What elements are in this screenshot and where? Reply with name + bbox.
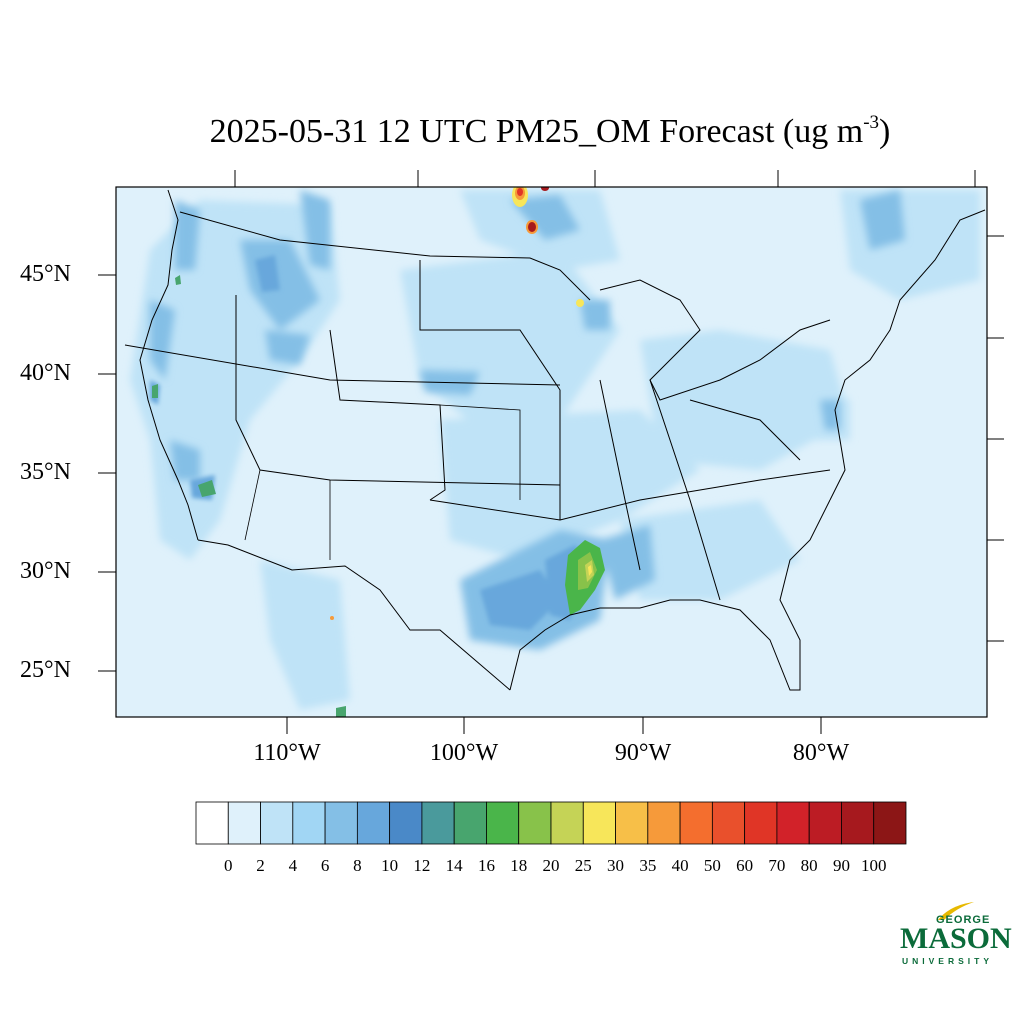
colorbar-tick-label: 18 [510, 856, 528, 875]
colorbar-swatch [324, 801, 358, 845]
colorbar-tick-label: 50 [703, 856, 721, 875]
colorbar-swatch [518, 801, 552, 845]
colorbar-tick-label: 35 [639, 856, 657, 875]
bottom-ticks [286, 717, 822, 734]
colorbar-tick-label: 60 [736, 856, 754, 875]
plot-frame [115, 186, 988, 718]
west-coast [139, 189, 199, 541]
colorbar-swatch [389, 801, 423, 845]
colorbar-tick-label: 90 [832, 856, 850, 875]
colorbar-tick-label: 0 [224, 856, 233, 875]
lon-label-100: 100°W [429, 740, 499, 766]
colorbar-swatch [647, 801, 681, 845]
california-hotspot [198, 480, 216, 497]
colorbar-tick-label: 25 [574, 856, 592, 875]
colorbar-swatch [711, 801, 746, 845]
colorbar-swatch [679, 801, 713, 845]
colorbar-tick-label: 6 [320, 856, 330, 875]
colorbar [195, 801, 907, 845]
east-coast [829, 209, 986, 501]
colorbar-swatch [227, 801, 261, 845]
colorbar-tick-label: 4 [288, 856, 298, 875]
colorbar-tick-label: 100 [860, 856, 887, 875]
lat-label-40: 40°N [20, 360, 71, 386]
colorbar-swatch [841, 801, 875, 845]
colorbar-tick-label: 14 [445, 856, 463, 875]
right-ticks [987, 235, 1004, 642]
colorbar-swatch [195, 801, 229, 845]
colorbar-swatch [356, 801, 391, 845]
logo-university: UNIVERSITY [902, 956, 994, 966]
concentration-hotspots [152, 187, 605, 717]
colorbar-swatch [292, 801, 326, 845]
logo-george: GEORGE [936, 914, 991, 926]
colorbar-swatch [873, 801, 907, 845]
gmu-logo: GEORGE MASON UNIVERSITY [898, 898, 1012, 968]
colorbar-swatch [808, 801, 842, 845]
lat-label-45: 45°N [20, 261, 71, 287]
lon-label-90: 90°W [614, 740, 672, 766]
lat-label-35: 35°N [20, 459, 71, 485]
colorbar-tick-label: 10 [381, 856, 399, 875]
colorbar-tick-label: 12 [413, 856, 431, 875]
colorbar-tick-label: 2 [256, 856, 265, 875]
us-mexico-border [197, 539, 511, 691]
left-ticks [98, 274, 116, 672]
colorbar-swatch [615, 801, 649, 845]
us-canada-border [179, 211, 591, 301]
map-title: 2025-05-31 12 UTC PM25_OM Forecast (ug m… [209, 112, 891, 150]
gmu-logo-flame-icon [938, 902, 974, 920]
colorbar-swatch [486, 801, 520, 845]
colorbar-tick-label: 80 [800, 856, 818, 875]
colorbar-tick-label: 16 [477, 856, 495, 875]
lon-label-110: 110°W [253, 740, 321, 766]
colorbar-swatch [744, 801, 778, 845]
colorbar-swatch [582, 801, 616, 845]
colorbar-swatch [260, 801, 294, 845]
colorbar-tick-label: 8 [353, 856, 362, 875]
colorbar-swatch [776, 801, 810, 845]
colorbar-tick-label: 20 [542, 856, 560, 875]
colorbar-tick-label: 30 [607, 856, 625, 875]
colorbar-swatch [453, 801, 487, 845]
lat-label-30: 30°N [20, 558, 71, 584]
colorbar-tick-label: 70 [768, 856, 786, 875]
top-ticks [234, 170, 976, 187]
lat-label-25: 25°N [20, 657, 71, 683]
colorbar-swatch [550, 801, 584, 845]
lon-label-80: 80°W [792, 740, 850, 766]
colorbar-tick-label: 40 [671, 856, 689, 875]
gulf-coast [509, 499, 831, 691]
colorbar-swatch [421, 801, 455, 845]
logo-mason: MASON [900, 922, 1012, 955]
